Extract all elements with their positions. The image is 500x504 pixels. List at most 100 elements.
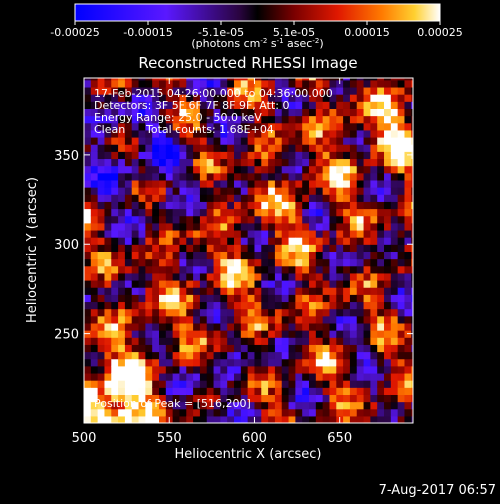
heatmap-pixel bbox=[199, 258, 208, 267]
heatmap-pixel bbox=[302, 344, 310, 353]
heatmap-pixel bbox=[411, 380, 413, 388]
heatmap-pixel bbox=[322, 251, 331, 260]
heatmap-pixel bbox=[193, 265, 201, 274]
heatmap-pixel bbox=[397, 372, 406, 381]
heatmap-pixel bbox=[159, 344, 167, 353]
heatmap-pixel bbox=[186, 165, 194, 174]
heatmap-pixel bbox=[397, 301, 406, 310]
heatmap-pixel bbox=[384, 187, 392, 195]
heatmap-pixel bbox=[138, 308, 146, 317]
heatmap-pixel bbox=[397, 380, 406, 388]
heatmap-pixel bbox=[213, 279, 221, 288]
heatmap-pixel bbox=[377, 337, 385, 345]
heatmap-pixel bbox=[336, 387, 344, 395]
heatmap-pixel bbox=[84, 322, 92, 331]
heatmap-pixel bbox=[159, 330, 167, 338]
heatmap-pixel bbox=[118, 215, 126, 224]
heatmap-pixel bbox=[356, 344, 365, 353]
heatmap-pixel bbox=[397, 194, 406, 202]
heatmap-pixel bbox=[118, 79, 126, 88]
heatmap-pixel bbox=[329, 315, 337, 324]
heatmap-pixel bbox=[404, 179, 412, 188]
heatmap-pixel bbox=[329, 294, 337, 303]
heatmap-pixel bbox=[404, 122, 412, 131]
heatmap-pixel bbox=[309, 108, 317, 117]
heatmap-pixel bbox=[152, 122, 160, 131]
heatmap-pixel bbox=[384, 279, 392, 288]
heatmap-pixel bbox=[343, 365, 351, 374]
heatmap-pixel bbox=[261, 251, 269, 260]
heatmap-pixel bbox=[213, 208, 221, 217]
heatmap-pixel bbox=[411, 315, 413, 324]
heatmap-pixel bbox=[336, 401, 344, 410]
heatmap-pixel bbox=[309, 344, 317, 353]
heatmap-pixel bbox=[397, 94, 406, 102]
heatmap-pixel bbox=[309, 144, 317, 152]
heatmap-pixel bbox=[165, 365, 174, 374]
heatmap-pixel bbox=[186, 179, 194, 188]
heatmap-pixel bbox=[111, 208, 119, 217]
heatmap-pixel bbox=[97, 194, 106, 202]
heatmap-pixel bbox=[206, 78, 215, 81]
heatmap-pixel bbox=[234, 101, 242, 109]
heatmap-pixel bbox=[288, 237, 296, 245]
heatmap-pixel bbox=[329, 251, 337, 260]
heatmap-pixel bbox=[397, 408, 406, 417]
heatmap-pixel bbox=[315, 136, 324, 145]
heatmap-pixel bbox=[302, 401, 310, 410]
heatmap-pixel bbox=[322, 415, 331, 423]
heatmap-pixel bbox=[172, 108, 181, 117]
heatmap-pixel bbox=[118, 315, 126, 324]
heatmap-pixel bbox=[349, 394, 358, 403]
heatmap-pixel bbox=[302, 365, 310, 374]
heatmap-pixel bbox=[179, 344, 187, 353]
heatmap-pixel bbox=[240, 308, 249, 317]
heatmap-pixel bbox=[336, 208, 344, 217]
heatmap-pixel bbox=[179, 265, 187, 274]
heatmap-pixel bbox=[111, 78, 119, 81]
heatmap-pixel bbox=[179, 172, 187, 181]
heatmap-pixel bbox=[363, 222, 371, 231]
heatmap-pixel bbox=[390, 279, 399, 288]
heatmap-pixel bbox=[349, 101, 358, 109]
heatmap-pixel bbox=[254, 337, 262, 345]
heatmap-pixel bbox=[322, 78, 331, 81]
heatmap-pixel bbox=[322, 330, 331, 338]
heatmap-pixel bbox=[302, 308, 310, 317]
heatmap-pixel bbox=[404, 301, 412, 310]
heatmap-pixel bbox=[343, 229, 351, 238]
heatmap-pixel bbox=[343, 179, 351, 188]
heatmap-pixel bbox=[370, 387, 378, 395]
heatmap-pixel bbox=[404, 222, 412, 231]
heatmap-pixel bbox=[186, 344, 194, 353]
heatmap-pixel bbox=[356, 237, 365, 245]
heatmap-pixel bbox=[165, 101, 174, 109]
heatmap-pixel bbox=[97, 258, 106, 267]
heatmap-pixel bbox=[336, 330, 344, 338]
heatmap-pixel bbox=[377, 301, 385, 310]
heatmap-pixel bbox=[240, 387, 249, 395]
heatmap-pixel bbox=[234, 108, 242, 117]
heatmap-pixel bbox=[370, 79, 378, 88]
heatmap-pixel bbox=[213, 86, 221, 95]
heatmap-pixel bbox=[247, 179, 256, 188]
heatmap-pixel bbox=[295, 365, 303, 374]
heatmap-pixel bbox=[302, 258, 310, 267]
heatmap-pixel bbox=[234, 208, 242, 217]
heatmap-pixel bbox=[240, 122, 249, 131]
heatmap-pixel bbox=[356, 265, 365, 274]
heatmap-pixel bbox=[97, 387, 106, 395]
heatmap-pixel bbox=[206, 394, 215, 403]
heatmap-pixel bbox=[199, 308, 208, 317]
heatmap-pixel bbox=[274, 136, 283, 145]
heatmap-pixel bbox=[288, 287, 296, 295]
heatmap-pixel bbox=[220, 322, 228, 331]
heatmap-pixel bbox=[329, 108, 337, 117]
heatmap-pixel bbox=[336, 244, 344, 252]
heatmap-pixel bbox=[302, 351, 310, 360]
heatmap-pixel bbox=[97, 94, 106, 102]
heatmap-pixel bbox=[152, 301, 160, 310]
heatmap-pixel bbox=[97, 415, 106, 423]
heatmap-pixel bbox=[118, 415, 126, 423]
heatmap-pixel bbox=[206, 172, 215, 181]
